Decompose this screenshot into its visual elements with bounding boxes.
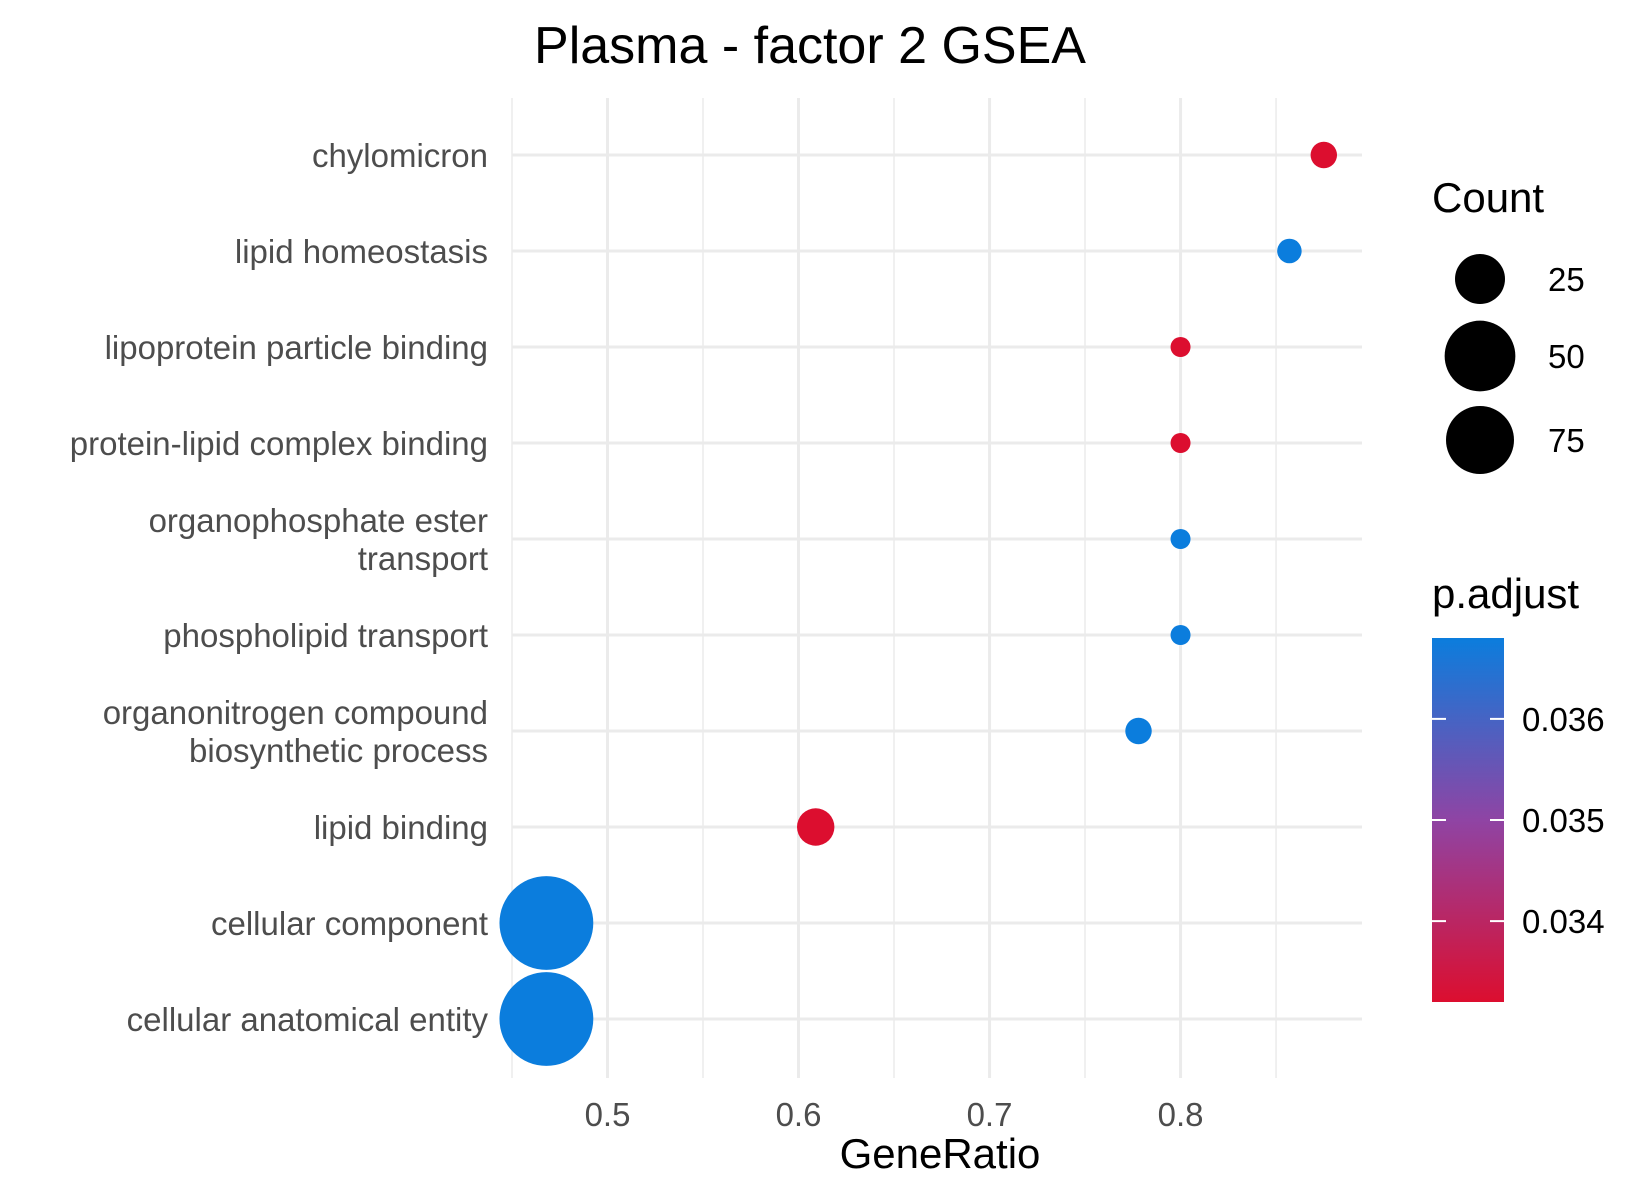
y-tick-label: lipid binding (314, 809, 488, 846)
plot-grid (511, 98, 1362, 1078)
x-axis-title: GeneRatio (840, 1130, 1041, 1177)
y-tick-label-line: organonitrogen compound (103, 694, 488, 731)
x-tick-label: 0.8 (1158, 1096, 1204, 1133)
count-legend-key (1446, 406, 1514, 474)
count-legend-label: 50 (1548, 338, 1585, 375)
data-point (1170, 433, 1191, 453)
p-adjust-legend-title: p.adjust (1432, 570, 1579, 617)
x-tick-label: 0.5 (585, 1096, 631, 1133)
y-tick-label-line: cellular component (211, 905, 488, 942)
y-tick-label: lipoprotein particle binding (105, 329, 488, 366)
p-adjust-legend-label: 0.034 (1522, 903, 1605, 940)
count-legend-label: 75 (1548, 422, 1585, 459)
y-tick-label: phospholipid transport (163, 617, 488, 654)
data-point (1170, 529, 1191, 549)
y-tick-label-line: lipid binding (314, 809, 488, 846)
y-tick-label-line: protein-lipid complex binding (70, 425, 488, 462)
chart-title: Plasma - factor 2 GSEA (534, 17, 1086, 75)
y-tick-label: protein-lipid complex binding (70, 425, 488, 462)
data-point (1170, 625, 1191, 645)
y-tick-label-line: transport (358, 540, 488, 577)
y-tick-label-line: lipoprotein particle binding (105, 329, 488, 366)
p-adjust-legend-label: 0.035 (1522, 802, 1605, 839)
data-point (1277, 238, 1302, 264)
y-tick-label: cellular anatomical entity (127, 1001, 489, 1038)
p-adjust-legend-label: 0.036 (1522, 701, 1605, 738)
data-point (796, 808, 835, 846)
x-tick-label: 0.7 (967, 1096, 1013, 1133)
count-legend-title: Count (1432, 174, 1544, 221)
y-tick-label-line: phospholipid transport (163, 617, 488, 654)
y-tick-label: organophosphate ester transport (149, 502, 488, 577)
y-tick-label: chylomicron (312, 137, 488, 174)
data-point (499, 972, 594, 1066)
data-point (1170, 337, 1191, 357)
y-axis-labels: chylomicron lipid homeostasis lipoprotein … (70, 137, 489, 1038)
y-tick-label: organonitrogen compound biosynthetic proc… (103, 694, 488, 769)
y-tick-label-line: biosynthetic process (189, 732, 488, 769)
y-tick-label-line: lipid homeostasis (235, 233, 488, 270)
y-tick-label-line: organophosphate ester (149, 502, 488, 539)
p-adjust-legend: p.adjust 0.036 0.035 0.034 (1432, 570, 1605, 1002)
data-points (499, 141, 1338, 1066)
y-tick-label-line: cellular anatomical entity (127, 1001, 489, 1038)
x-axis-labels: 0.5 0.6 0.7 0.8 (585, 1096, 1204, 1133)
x-tick-label: 0.6 (776, 1096, 822, 1133)
count-legend-label: 25 (1548, 261, 1585, 298)
data-point (1310, 141, 1338, 169)
y-tick-label-line: chylomicron (312, 137, 488, 174)
count-legend-key (1455, 254, 1505, 304)
y-tick-label: lipid homeostasis (235, 233, 488, 270)
data-point (1125, 717, 1152, 745)
count-legend: Count 25 50 75 (1432, 174, 1585, 474)
y-tick-label: cellular component (211, 905, 488, 942)
data-point (499, 876, 594, 970)
count-legend-key (1444, 320, 1516, 392)
